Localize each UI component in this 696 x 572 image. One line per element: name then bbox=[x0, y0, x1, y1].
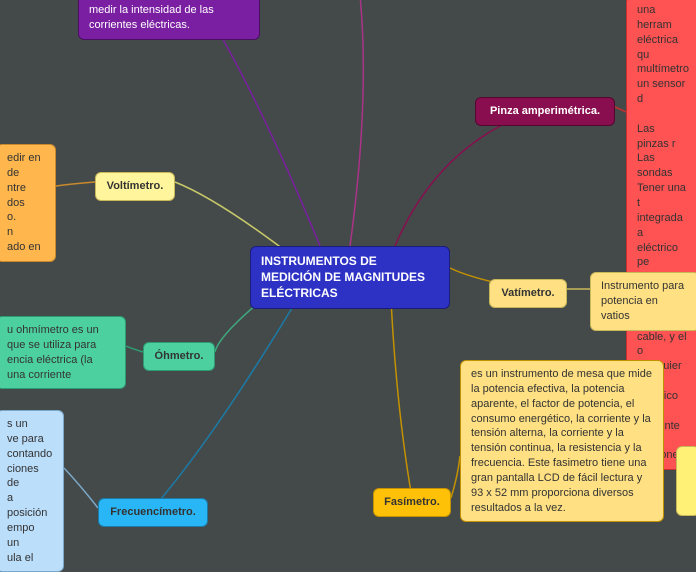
node-frecuencimetro_desc[interactable]: s un ve para contando ciones de a posici… bbox=[0, 410, 64, 572]
node-frecuencimetro_desc-label: s un ve para contando ciones de a posici… bbox=[7, 418, 52, 564]
node-voltimetro[interactable]: Voltímetro. bbox=[95, 172, 175, 201]
node-pinza-label: Pinza amperimétrica. bbox=[490, 105, 600, 117]
node-fasimetro_desc[interactable]: es un instrumento de mesa que mide la po… bbox=[460, 360, 664, 522]
edge-ohmetro-ohmetro_desc bbox=[126, 346, 143, 352]
central-node[interactable]: INSTRUMENTOS DE MEDICIÓN DE MAGNITUDES E… bbox=[250, 246, 450, 309]
node-frecuencimetro[interactable]: Frecuencímetro. bbox=[98, 498, 208, 527]
node-pinza[interactable]: Pinza amperimétrica. bbox=[475, 97, 615, 126]
node-vatimetro_desc[interactable]: Instrumento para potencia en vatios bbox=[590, 272, 696, 331]
node-voltimetro_desc-label: edir en de ntre dos o. n ado en bbox=[7, 152, 41, 253]
edge-central-pinza bbox=[395, 107, 545, 246]
node-fasimetro-label: Fasímetro. bbox=[384, 496, 440, 508]
node-ohmetro_desc[interactable]: u ohmímetro es un que se utiliza para en… bbox=[0, 316, 126, 389]
edge-fasimetro-fasimetro_desc bbox=[451, 456, 460, 498]
edge-central-frecuencimetro bbox=[155, 278, 310, 506]
edge-pinza-pinza_desc bbox=[615, 107, 626, 112]
node-amperimetro_desc[interactable]: medir la intensidad de las corrientes el… bbox=[78, 0, 260, 40]
node-ohmetro_desc-label: u ohmímetro es un que se utiliza para en… bbox=[7, 324, 99, 381]
edge-central-top bbox=[350, 0, 363, 246]
node-ohmetro-label: Óhmetro. bbox=[155, 350, 204, 362]
node-fasimetro_desc-label: es un instrumento de mesa que mide la po… bbox=[471, 368, 652, 514]
node-ohmetro[interactable]: Óhmetro. bbox=[143, 342, 215, 371]
edge-frecuencimetro-frecuencimetro_desc bbox=[64, 468, 98, 508]
edge-central-amperimetro_desc bbox=[205, 8, 320, 246]
mindmap-canvas: INSTRUMENTOS DE MEDICIÓN DE MAGNITUDES E… bbox=[0, 0, 696, 520]
node-vatimetro[interactable]: Vatímetro. bbox=[489, 279, 567, 308]
node-fasimetro[interactable]: Fasímetro. bbox=[373, 488, 451, 517]
node-vatimetro-label: Vatímetro. bbox=[501, 287, 554, 299]
node-vatimetro_desc-label: Instrumento para potencia en vatios bbox=[601, 280, 684, 322]
node-amperimetro_desc-label: medir la intensidad de las corrientes el… bbox=[89, 4, 214, 31]
node-frecuencimetro-label: Frecuencímetro. bbox=[110, 506, 196, 518]
node-voltimetro-label: Voltímetro. bbox=[107, 180, 164, 192]
central-label: INSTRUMENTOS DE MEDICIÓN DE MAGNITUDES E… bbox=[261, 254, 425, 300]
edge-central-fasimetro bbox=[390, 278, 412, 498]
node-box_right[interactable] bbox=[676, 446, 696, 516]
edge-voltimetro-voltimetro_desc bbox=[56, 182, 95, 186]
node-voltimetro_desc[interactable]: edir en de ntre dos o. n ado en bbox=[0, 144, 56, 262]
